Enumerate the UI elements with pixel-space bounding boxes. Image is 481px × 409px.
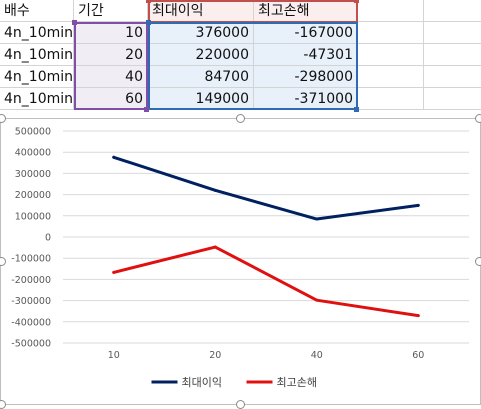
table-cell-max-loss[interactable]: -298000 — [254, 66, 358, 88]
data-point — [416, 314, 420, 318]
header-cell-multiplier[interactable]: 배수 — [0, 0, 74, 22]
table-cell-max-loss[interactable]: -47301 — [254, 44, 358, 66]
y-tick-label: 500000 — [15, 127, 51, 138]
x-tick-label: 40 — [311, 350, 323, 361]
chart-resize-handle-middle-right[interactable] — [475, 257, 481, 266]
table-cell-multiplier[interactable]: 4n_10min — [0, 66, 74, 88]
empty-cell[interactable] — [358, 66, 424, 88]
table-cell-multiplier[interactable]: 4n_10min — [0, 88, 74, 110]
y-tick-label: -500000 — [11, 339, 51, 350]
empty-cell[interactable] — [424, 66, 481, 88]
range-handle[interactable] — [354, 107, 359, 112]
empty-cell[interactable] — [358, 44, 424, 66]
data-point — [213, 188, 217, 192]
header-cell-max-loss[interactable]: 최고손해 — [254, 0, 358, 22]
range-handle[interactable] — [144, 107, 149, 112]
y-tick-label: 300000 — [15, 169, 51, 180]
data-point — [315, 298, 319, 302]
table-cell-multiplier[interactable]: 4n_10min — [0, 44, 74, 66]
x-tick-label: 10 — [108, 350, 120, 361]
table-cell-period[interactable]: 40 — [74, 66, 148, 88]
data-point — [112, 270, 116, 274]
table-cell-max-profit[interactable]: 220000 — [148, 44, 254, 66]
series-line — [112, 245, 420, 318]
y-tick-label: 400000 — [15, 148, 51, 159]
chart-plot: 500000 400000 300000 200000 100000 0 -100000 -2… — [11, 127, 469, 389]
header-cell-period[interactable]: 기간 — [74, 0, 148, 22]
y-tick-label: 200000 — [15, 190, 51, 201]
y-tick-label: 0 — [45, 233, 51, 244]
table-cell-max-profit[interactable]: 376000 — [148, 22, 254, 44]
range-handle[interactable] — [146, 0, 151, 3]
empty-cell[interactable] — [424, 22, 481, 44]
x-tick-label: 60 — [412, 350, 424, 361]
series-line — [112, 155, 420, 221]
range-handle[interactable] — [72, 20, 77, 25]
table-cell-max-loss[interactable]: -167000 — [254, 22, 358, 44]
data-point — [112, 155, 116, 159]
empty-cell[interactable] — [424, 44, 481, 66]
y-tick-label: -200000 — [11, 275, 51, 286]
chart-resize-handle-middle-left[interactable] — [0, 257, 6, 266]
data-point — [315, 217, 319, 221]
spreadsheet-grid: 배수 기간 최대이익 최고손해 4n_10min 10 376000 -1670… — [0, 0, 481, 118]
y-tick-label: -300000 — [11, 296, 51, 307]
empty-cell[interactable] — [358, 88, 424, 110]
y-tick-label: 100000 — [15, 211, 51, 222]
range-handle[interactable] — [146, 20, 151, 25]
empty-cell[interactable] — [358, 0, 424, 22]
table-cell-max-profit[interactable]: 84700 — [148, 66, 254, 88]
chart-resize-handle-top-center[interactable] — [236, 114, 245, 123]
y-tick-label: -100000 — [11, 254, 51, 265]
range-handle[interactable] — [354, 0, 359, 3]
line-chart[interactable]: 500000 400000 300000 200000 100000 0 -100000 -2… — [0, 118, 481, 405]
y-tick-label: -400000 — [11, 317, 51, 328]
table-cell-multiplier[interactable]: 4n_10min — [0, 22, 74, 44]
x-tick-label: 20 — [209, 350, 221, 361]
data-point — [416, 203, 420, 207]
table-cell-max-profit[interactable]: 149000 — [148, 88, 254, 110]
table-cell-period[interactable]: 60 — [74, 88, 148, 110]
empty-cell[interactable] — [358, 22, 424, 44]
chart-resize-handle-top-right[interactable] — [475, 114, 481, 123]
header-cell-max-profit[interactable]: 최대이익 — [148, 0, 254, 22]
table-cell-period[interactable]: 10 — [74, 22, 148, 44]
empty-cell[interactable] — [424, 88, 481, 110]
legend-label: 최고손해 — [277, 375, 317, 389]
empty-cell[interactable] — [424, 0, 481, 22]
table-cell-max-loss[interactable]: -371000 — [254, 88, 358, 110]
legend-label: 최대이익 — [182, 376, 222, 389]
chart-resize-handle-top-left[interactable] — [0, 114, 6, 123]
table-cell-period[interactable]: 20 — [74, 44, 148, 66]
data-point — [213, 245, 217, 249]
